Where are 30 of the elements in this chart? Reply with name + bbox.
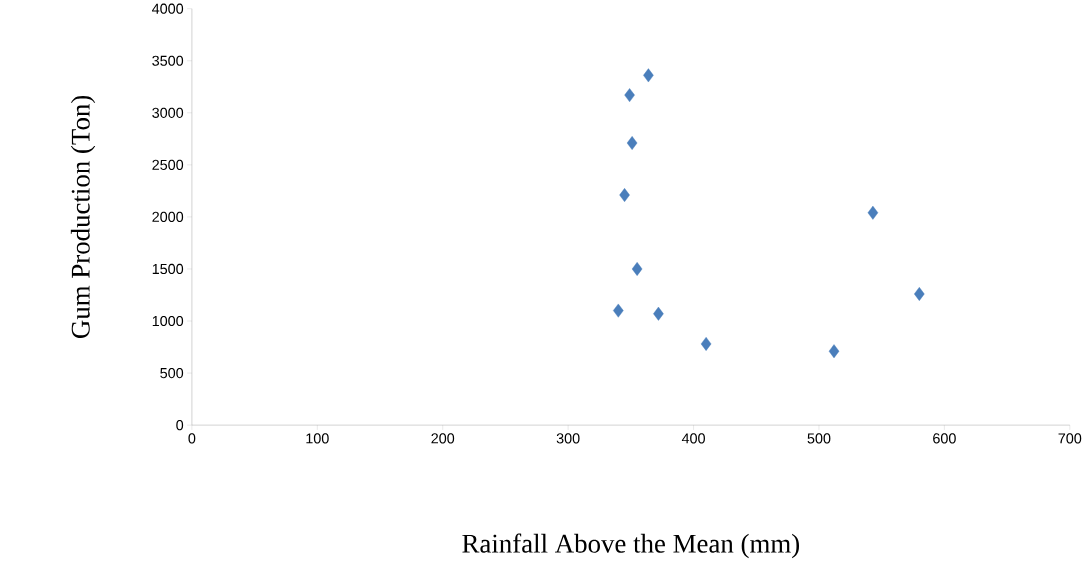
y-tick-label: 3500: [152, 55, 184, 66]
x-tick-label: 200: [431, 433, 455, 444]
point: [626, 135, 638, 150]
y-tick-label: 4000: [152, 3, 184, 14]
y-tick-label: 3000: [152, 107, 184, 118]
x-tick-label: 700: [1058, 433, 1082, 444]
y-tick-label: 2000: [152, 211, 184, 222]
point: [613, 303, 624, 318]
point: [867, 205, 879, 220]
x-tick-label: 100: [306, 433, 329, 444]
point: [643, 68, 654, 83]
point: [624, 88, 635, 102]
y-tick-label: 2500: [152, 159, 184, 170]
y-axis-title: Gum Production (Ton): [70, 95, 96, 338]
x-tick-label: 500: [807, 433, 831, 444]
y-tick-label: 1000: [152, 315, 184, 326]
x-tick-label: 400: [681, 433, 705, 444]
y-tick-label: 500: [160, 367, 184, 378]
point: [619, 187, 630, 202]
x-axis-title: Rainfall Above the Mean (mm): [462, 533, 800, 559]
point: [914, 286, 925, 301]
point: [828, 344, 840, 358]
x-tick-label: 300: [556, 433, 580, 444]
point: [653, 306, 664, 321]
point: [631, 261, 643, 276]
point: [700, 336, 712, 351]
x-tick-label: 600: [933, 433, 956, 444]
y-tick-label: 0: [176, 419, 184, 431]
x-tick-label: 0: [188, 433, 196, 444]
y-tick-label: 1500: [152, 263, 184, 274]
